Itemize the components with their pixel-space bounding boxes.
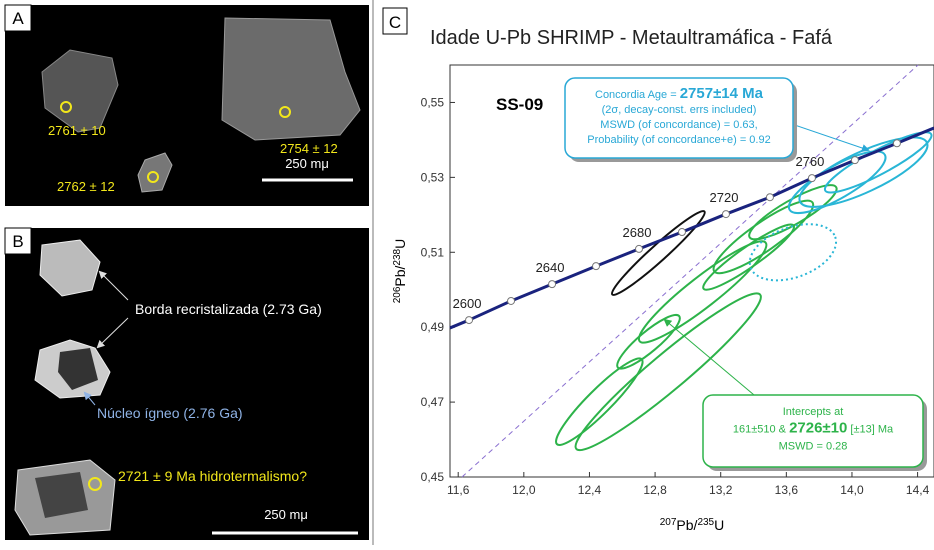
age-label: 2680 xyxy=(623,225,652,240)
y-tick-label: 0,53 xyxy=(421,170,445,184)
axis-label-part: 235 xyxy=(697,517,714,528)
scale-label: 250 mμ xyxy=(285,156,329,171)
age-label: 2640 xyxy=(536,260,565,275)
annotation-line: MSWD (of concordance) = 0.63, xyxy=(600,119,757,131)
annotation-text: 161±510 & xyxy=(733,423,789,435)
annotation-line: MSWD = 0.28 xyxy=(779,441,848,453)
annotation-line: (2σ, decay-const. errs included) xyxy=(602,104,757,116)
annotation-text: Concordia Age = xyxy=(595,89,680,101)
panel-b: B Borda recristalizada (2.73 Ga) Núcleo … xyxy=(5,228,369,540)
axis-label: 207Pb/235U xyxy=(660,517,725,534)
panel-label: C xyxy=(389,13,401,32)
age-label: 2754 ± 12 xyxy=(280,141,338,156)
annotation-line: Probability (of concordance+e) = 0.92 xyxy=(587,134,770,146)
annotation-text: 2757±14 Ma xyxy=(680,85,764,102)
annotation-text: Probability (of concordance+e) = 0.92 xyxy=(587,134,770,146)
concordia-marker xyxy=(722,211,729,218)
y-tick-label: 0,47 xyxy=(421,395,445,409)
x-tick-label: 12,4 xyxy=(578,483,602,497)
annotation: Borda recristalizada (2.73 Ga) xyxy=(135,301,322,317)
annotation-text: Intercepts at xyxy=(783,406,844,418)
x-tick-label: 11,6 xyxy=(447,483,470,497)
panel-a: A 2761 ± 10 2754 ± 12 2762 ± 12 250 mμ xyxy=(5,5,369,206)
annotation: Núcleo ígneo (2.76 Ga) xyxy=(97,405,243,421)
annotation-text: 2726±10 xyxy=(789,419,847,436)
concordia-marker xyxy=(766,194,773,201)
x-tick-label: 12,8 xyxy=(643,483,667,497)
y-tick-label: 0,55 xyxy=(421,95,445,109)
age-label: 2762 ± 12 xyxy=(57,179,115,194)
axis-label-part: Pb/ xyxy=(676,517,697,533)
annotation-text: MSWD (of concordance) = 0.63, xyxy=(600,119,757,131)
x-tick-label: 13,2 xyxy=(709,483,733,497)
axis-label: 206Pb/238U xyxy=(392,239,409,304)
age-label: 2600 xyxy=(453,296,482,311)
x-tick-label: 12,0 xyxy=(512,483,536,497)
error-ellipse xyxy=(548,351,650,453)
error-ellipse xyxy=(607,206,710,301)
concordia-marker xyxy=(593,263,600,270)
age-label: 2720 xyxy=(710,190,739,205)
annotation-line: Intercepts at xyxy=(783,406,844,418)
concordia-marker xyxy=(893,140,900,147)
concordia-marker xyxy=(466,317,473,324)
annotation: 2721 ± 9 Ma hidrotermalismo? xyxy=(118,468,307,484)
axis-label-part: 238 xyxy=(392,248,403,265)
panel-label: A xyxy=(12,9,24,28)
age-label: 2760 xyxy=(795,154,824,169)
axis-label-part: U xyxy=(392,239,408,249)
concordia-marker xyxy=(549,281,556,288)
x-tick-label: 14,0 xyxy=(840,483,864,497)
concordia-marker xyxy=(808,175,815,182)
x-tick-label: 13,6 xyxy=(775,483,799,497)
concordia-marker xyxy=(636,245,643,252)
y-tick-label: 0,51 xyxy=(421,245,445,259)
annotation-text: [±13] Ma xyxy=(847,423,894,435)
axis-label-part: Pb/ xyxy=(392,265,408,286)
axis-label-part: U xyxy=(714,517,724,533)
age-label: 2761 ± 10 xyxy=(48,123,106,138)
axis-label-part: 206 xyxy=(392,286,403,303)
annotation-text: (2σ, decay-const. errs included) xyxy=(602,104,757,116)
axis-label-part: 207 xyxy=(660,517,677,528)
concordia-marker xyxy=(678,229,685,236)
concordia-marker xyxy=(508,297,515,304)
callout-arrow xyxy=(665,320,760,400)
panel-label: B xyxy=(12,232,23,251)
scale-label: 250 mμ xyxy=(264,507,308,522)
concordia-marker xyxy=(851,157,858,164)
figure: A 2761 ± 10 2754 ± 12 2762 ± 12 250 mμ B… xyxy=(0,0,934,545)
x-tick-label: 14,4 xyxy=(906,483,930,497)
annotation-text: MSWD = 0.28 xyxy=(779,441,848,453)
y-tick-label: 0,49 xyxy=(421,320,445,334)
y-tick-label: 0,45 xyxy=(421,470,445,484)
chart-title: Idade U-Pb SHRIMP - Metaultramáfica - Fa… xyxy=(430,27,833,49)
sample-label: SS-09 xyxy=(496,95,543,114)
